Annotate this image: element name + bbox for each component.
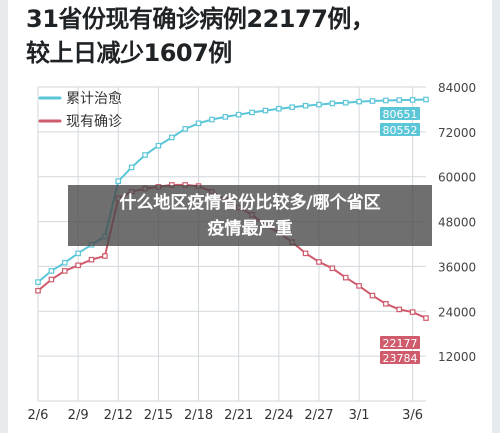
data-point-confirmed <box>48 276 55 283</box>
x-tick-label: 2/21 <box>224 408 253 423</box>
data-point-recovered <box>48 268 55 274</box>
data-point-recovered <box>182 126 188 132</box>
data-point-confirmed <box>35 287 41 294</box>
data-point-recovered <box>168 134 175 141</box>
end-value-labels: 80651 80552 22177 23784 <box>380 107 420 365</box>
x-tick-label: 3/6 <box>402 408 423 423</box>
data-point-recovered <box>276 105 282 112</box>
x-tick-label: 2/18 <box>184 408 213 423</box>
recovered-end-label-1: 80651 <box>383 108 418 121</box>
x-axis-ticks: 2/6 2/9 2/12 2/15 2/18 2/21 2/24 2/27 3/1 3/6 <box>28 408 424 423</box>
data-point-recovered <box>209 116 215 123</box>
y-tick-label: 12000 <box>438 350 476 364</box>
data-point-recovered <box>235 111 242 118</box>
x-tick-label: 2/15 <box>144 408 173 423</box>
confirmed-end-label-1-box <box>380 336 420 349</box>
x-tick-label: 2/24 <box>264 408 293 423</box>
data-point-recovered <box>396 97 403 103</box>
confirmed-end-label-2-box <box>380 351 420 364</box>
title-line-2: 较上日减少1607例 <box>26 39 232 67</box>
data-point-recovered <box>302 102 309 109</box>
data-point-recovered <box>409 97 416 103</box>
recovered-end-label-2: 80552 <box>383 124 418 137</box>
data-point-recovered <box>423 96 429 103</box>
data-point-recovered <box>369 98 376 104</box>
data-point-confirmed <box>316 259 322 265</box>
data-point-recovered <box>356 98 362 105</box>
data-point-confirmed <box>88 256 95 263</box>
legend-label-confirmed: 现有确诊 <box>66 114 122 130</box>
data-point-recovered <box>329 100 336 107</box>
y-tick-label: 72000 <box>438 126 476 140</box>
data-point-recovered <box>262 107 269 114</box>
caption-line-1: 什么地区疫情省份比较多/哪个省区 <box>119 193 381 213</box>
y-tick-label: 24000 <box>438 305 476 319</box>
data-point-confirmed <box>102 253 108 259</box>
data-point-recovered <box>383 97 389 104</box>
data-point-confirmed <box>369 292 376 299</box>
y-tick-label: 36000 <box>438 260 476 274</box>
recovered-end-label-2-box <box>380 123 420 136</box>
legend-label-recovered: 累计治愈 <box>66 91 122 107</box>
data-point-recovered <box>115 178 122 185</box>
y-axis-ticks: 12000 24000 36000 48000 60000 72000 84000 <box>438 81 476 364</box>
data-point-recovered <box>316 101 322 108</box>
data-point-confirmed <box>356 283 362 289</box>
y-tick-label: 60000 <box>438 171 476 185</box>
data-point-confirmed <box>396 306 403 313</box>
y-tick-label: 84000 <box>438 81 476 95</box>
data-point-confirmed <box>423 315 429 321</box>
data-point-confirmed <box>61 268 68 274</box>
data-point-confirmed <box>342 274 349 281</box>
page-title: 31省份现有确诊病例22177例， 较上日减少1607例 <box>26 2 375 70</box>
confirmed-end-label-2: 23784 <box>383 352 418 365</box>
data-point-recovered <box>155 142 162 149</box>
data-point-confirmed <box>302 250 309 257</box>
confirmed-end-label-1: 22177 <box>383 337 418 350</box>
data-point-recovered <box>342 99 349 106</box>
recovered-end-label-1-box <box>380 107 420 120</box>
data-point-recovered <box>195 120 202 127</box>
data-point-recovered <box>61 259 68 266</box>
data-point-confirmed <box>329 265 336 272</box>
data-point-recovered <box>75 250 81 257</box>
caption-line-2: 疫情最严重 <box>207 219 293 239</box>
data-point-recovered <box>35 279 41 285</box>
x-tick-label: 2/12 <box>104 408 133 423</box>
x-tick-label: 2/6 <box>28 408 49 423</box>
data-point-confirmed <box>75 262 81 269</box>
x-tick-label: 2/9 <box>68 408 89 423</box>
data-point-confirmed <box>383 301 389 307</box>
data-point-recovered <box>249 109 255 116</box>
x-tick-label: 3/1 <box>349 408 370 423</box>
data-point-recovered <box>142 152 148 158</box>
data-point-recovered <box>222 114 229 120</box>
y-tick-label: 48000 <box>438 216 476 230</box>
data-point-confirmed <box>409 309 416 315</box>
title-line-1: 31省份现有确诊病例22177例， <box>26 5 375 33</box>
data-point-recovered <box>128 164 135 171</box>
data-point-recovered <box>289 104 296 110</box>
x-tick-label: 2/27 <box>304 408 333 423</box>
caption-overlay: 什么地区疫情省份比较多/哪个省区 疫情最严重 <box>68 185 432 246</box>
